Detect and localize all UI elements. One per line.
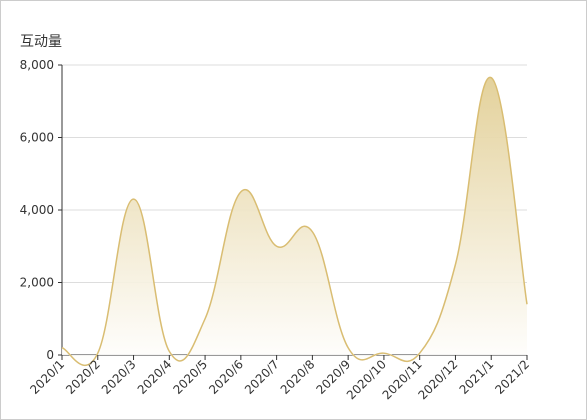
y-tick-label: 2,000 xyxy=(20,276,54,290)
area-line xyxy=(61,76,528,366)
area-fill xyxy=(62,77,527,366)
y-axis-title: 互动量 xyxy=(20,34,62,50)
y-tick-label: 4,000 xyxy=(20,203,54,217)
y-tick-label: 0 xyxy=(46,348,54,362)
y-tick-label: 6,000 xyxy=(20,131,54,145)
y-tick-label: 8,000 xyxy=(20,58,54,72)
